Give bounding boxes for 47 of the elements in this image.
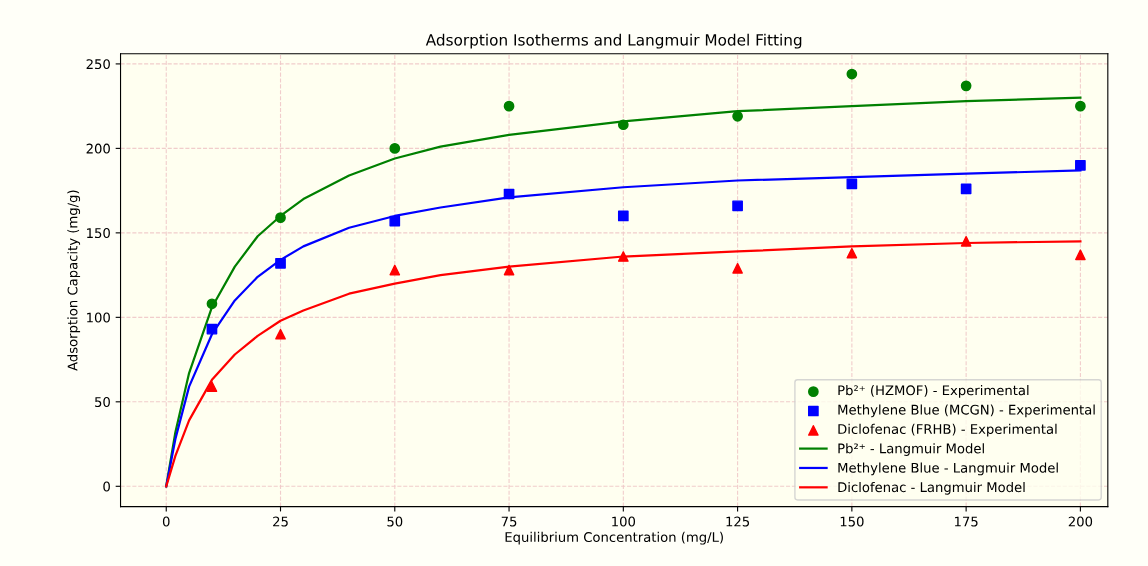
point [275, 328, 286, 340]
point [732, 200, 743, 212]
x-tick-label: 100 [612, 516, 636, 527]
x-tick-label: 75 [501, 516, 517, 527]
y-tick-label: 50 [95, 397, 110, 408]
point [617, 251, 629, 262]
point [846, 68, 858, 80]
point [1075, 159, 1086, 171]
point [503, 264, 515, 276]
x-tick-label: 175 [954, 516, 978, 527]
point [206, 381, 218, 392]
point [1075, 100, 1086, 112]
point [275, 212, 286, 224]
point [206, 298, 218, 310]
y-tick-label: 100 [87, 312, 110, 323]
x-axis-title: Equilibrium Concentration (mg/L) [505, 531, 723, 545]
x-tick-label: 150 [840, 516, 864, 527]
y-axis-title: Adsorption Capacity (mg/g) [67, 190, 81, 371]
legend-label: Pb²⁺ (HZMOF) - Experimental [838, 385, 1029, 398]
legend-label: Pb²⁺ - Langmuir Model [838, 443, 984, 456]
y-tick-label: 0 [103, 481, 110, 492]
point [617, 210, 629, 222]
x-tick-label: 25 [273, 516, 288, 527]
legend-label: Methylene Blue (MCGN) - Experimental [838, 404, 1095, 418]
point [1075, 249, 1086, 261]
x-tick-label: 125 [726, 516, 750, 527]
legend-label: Diclofenac (FRHB) - Experimental [838, 423, 1057, 437]
y-tick-label: 200 [86, 143, 110, 154]
legend-label: Diclofenac - Langmuir Model [838, 481, 1025, 495]
point [389, 215, 401, 227]
y-tick-label: 250 [86, 59, 110, 70]
point [960, 235, 972, 247]
point [732, 262, 743, 274]
x-tick-label: 200 [1068, 516, 1093, 527]
point [389, 143, 401, 154]
legend-label: Methylene Blue - Langmuir Model [838, 462, 1058, 476]
y-tick-label: 150 [87, 228, 110, 239]
x-tick-label: 0 [162, 516, 170, 527]
point [846, 247, 858, 259]
point [206, 323, 218, 335]
chart-title: Adsorption Isotherms and Langmuir Model Fitting [425, 33, 802, 49]
point [960, 80, 972, 92]
point [275, 257, 286, 269]
point [389, 264, 401, 276]
x-tick-label: 50 [387, 516, 403, 527]
point [503, 100, 515, 112]
point [617, 119, 629, 131]
